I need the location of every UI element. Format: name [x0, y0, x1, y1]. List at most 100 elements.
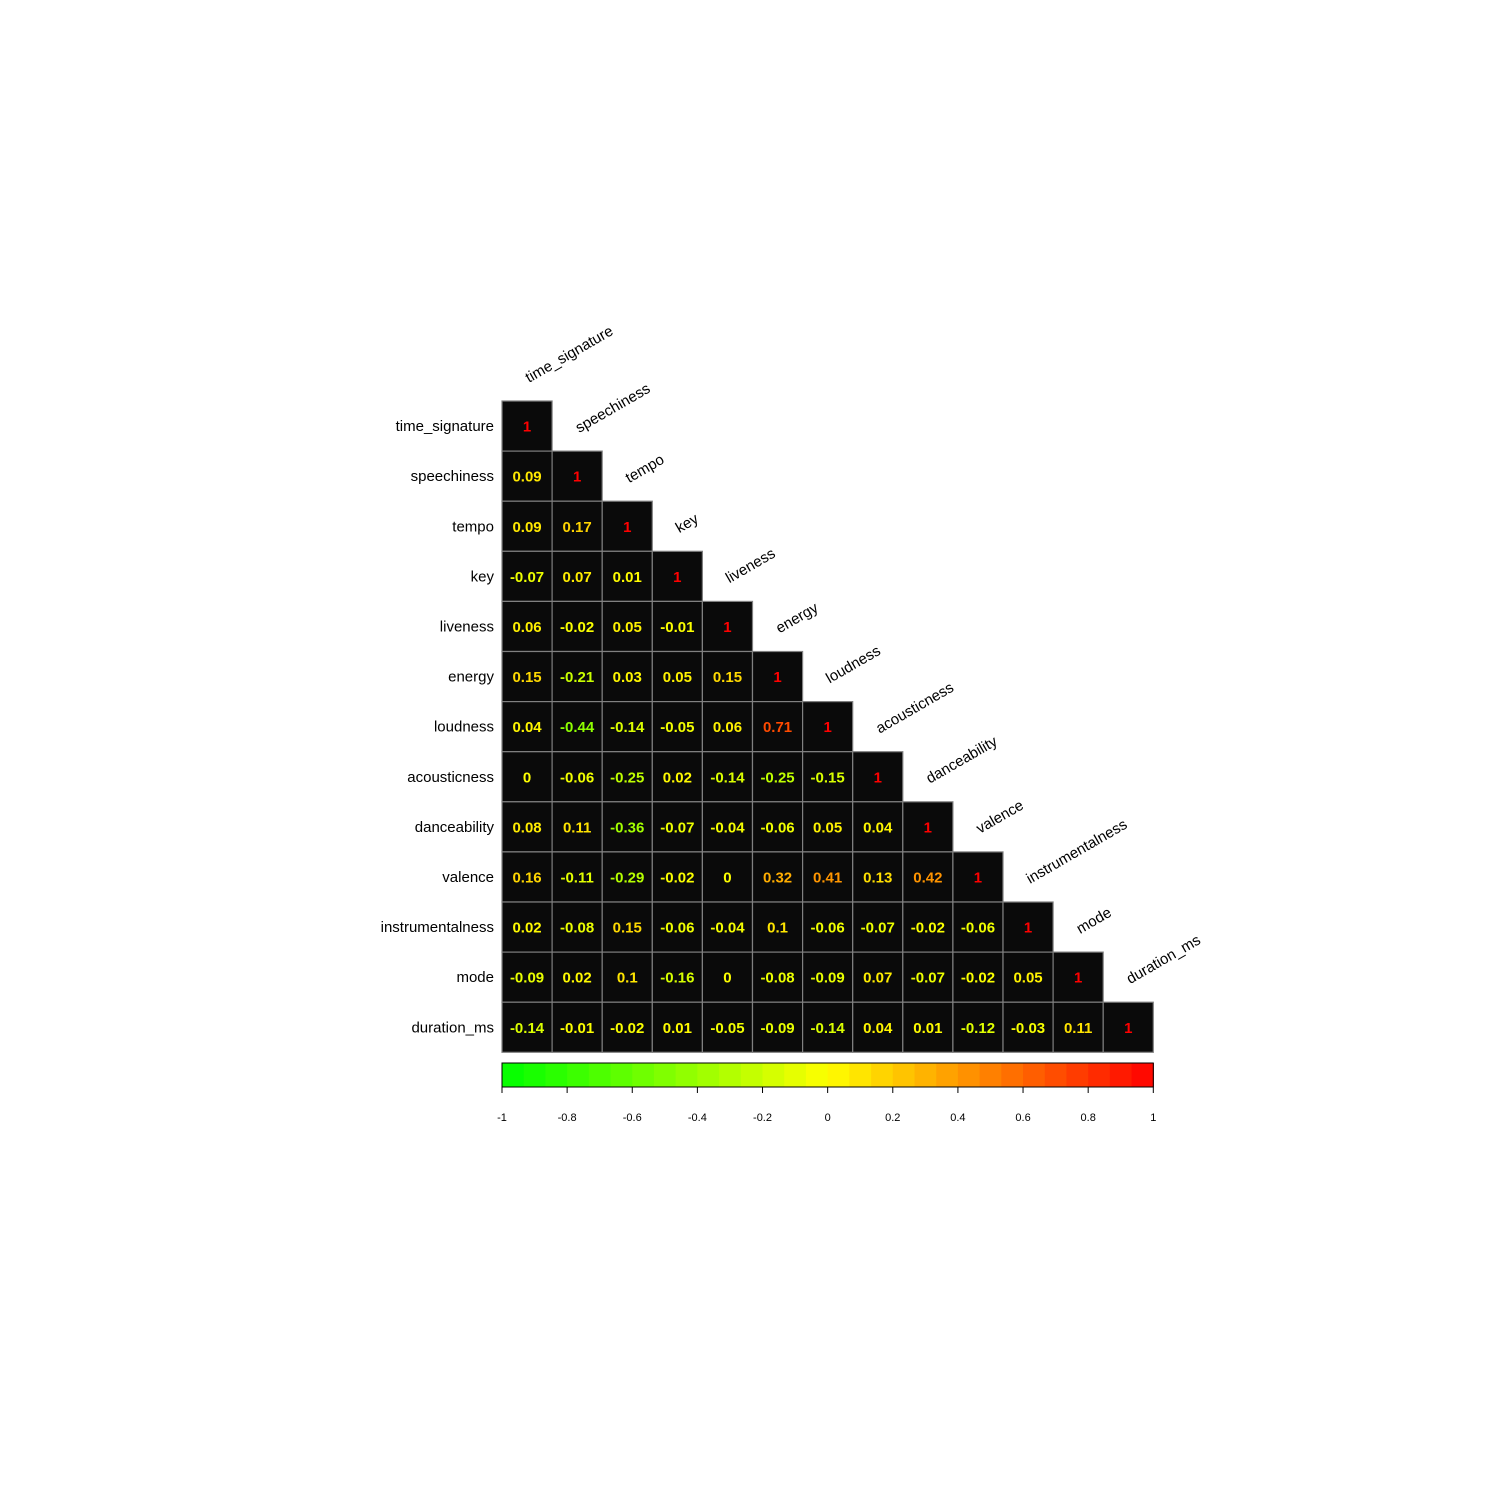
row-labels: time_signaturespeechinesstempokeylivenes…	[381, 418, 495, 1036]
row-label: mode	[456, 969, 494, 986]
matrix-cell: 0.09	[502, 501, 552, 551]
colorbar-tick-label: 1	[1150, 1112, 1156, 1124]
cell-value-label: 1	[773, 669, 781, 686]
matrix-cell: 1	[652, 551, 702, 601]
colorbar-tick-label: -0.2	[753, 1112, 772, 1124]
cell-value-label: -0.14	[610, 719, 645, 736]
colorbar-bin	[871, 1063, 893, 1087]
cell-value-label: 0.1	[617, 970, 638, 987]
cell-value-label: -0.03	[1011, 1020, 1045, 1037]
matrix-cell: -0.02	[903, 902, 953, 952]
matrix-cell: 0.06	[502, 601, 552, 651]
matrix-cell: 0.05	[803, 802, 853, 852]
cell-value-label: -0.44	[560, 719, 595, 736]
matrix-cell: -0.06	[652, 902, 702, 952]
cell-value-label: -0.29	[610, 869, 644, 886]
colorbar-bin	[719, 1063, 741, 1087]
row-label: instrumentalness	[381, 919, 494, 936]
cell-value-label: -0.02	[961, 970, 995, 987]
cell-value-label: 1	[924, 819, 932, 836]
cell-value-label: -0.14	[710, 769, 745, 786]
matrix-cell: 0.04	[853, 1002, 903, 1052]
matrix-cell: 0.02	[502, 902, 552, 952]
cell-value-label: 0.15	[613, 920, 642, 937]
cell-value-label: 0.03	[613, 669, 642, 686]
matrix-cell: -0.06	[953, 902, 1003, 952]
matrix-cell: 1	[552, 451, 602, 501]
colorbar-tick-label: -0.8	[558, 1112, 577, 1124]
cell-value-label: -0.06	[811, 920, 845, 937]
matrix-cell: 1	[953, 852, 1003, 902]
column-label: speechiness	[573, 380, 654, 436]
colorbar-bin	[849, 1063, 871, 1087]
matrix-cell: -0.06	[803, 902, 853, 952]
colorbar-bin	[936, 1063, 958, 1087]
matrix-cell: -0.15	[803, 752, 853, 802]
cell-value-label: -0.02	[660, 869, 694, 886]
cell-value-label: 0.13	[863, 869, 892, 886]
matrix-cell: -0.01	[652, 601, 702, 651]
row-label: loudness	[434, 719, 494, 736]
cell-value-label: 0.07	[863, 970, 892, 987]
cell-value-label: 0.05	[813, 819, 842, 836]
matrix-cell: -0.14	[803, 1002, 853, 1052]
matrix-cell: -0.02	[652, 852, 702, 902]
cell-value-label: 0.71	[763, 719, 792, 736]
colorbar-bin	[611, 1063, 633, 1087]
colorbar-bin	[1001, 1063, 1023, 1087]
cell-value-label: 0.15	[512, 669, 541, 686]
row-label: speechiness	[411, 468, 494, 485]
colorbar-bin	[784, 1063, 806, 1087]
matrix-cell: -0.29	[602, 852, 652, 902]
matrix-cell: -0.07	[903, 952, 953, 1002]
cell-value-label: -0.02	[560, 619, 594, 636]
cell-value-label: -0.06	[961, 920, 995, 937]
matrix-cell: 0.09	[502, 451, 552, 501]
matrix-cell: -0.08	[753, 952, 803, 1002]
cell-value-label: -0.01	[660, 619, 694, 636]
row-label: energy	[448, 669, 494, 686]
matrix-cell: -0.07	[652, 802, 702, 852]
matrix-cell: -0.07	[502, 551, 552, 601]
cell-value-label: 0.42	[913, 869, 942, 886]
colorbar-tick-label: -0.6	[623, 1112, 642, 1124]
cell-value-label: 1	[573, 469, 581, 486]
colorbar-tick-label: -0.4	[688, 1112, 707, 1124]
matrix-cell: 0	[502, 752, 552, 802]
column-label: acousticness	[873, 679, 957, 737]
matrix-cell: 0.02	[552, 952, 602, 1002]
matrix-cell: 0.32	[753, 852, 803, 902]
cell-value-label: 1	[874, 769, 882, 786]
cell-value-label: -0.07	[660, 819, 694, 836]
cell-value-label: -0.04	[710, 920, 745, 937]
column-label: energy	[773, 599, 822, 637]
matrix-cell: -0.06	[753, 802, 803, 852]
matrix-cell: -0.04	[702, 802, 752, 852]
matrix-cell: 0.05	[1003, 952, 1053, 1002]
cell-value-label: -0.21	[560, 669, 594, 686]
matrix-cell: 0.08	[502, 802, 552, 852]
colorbar-bin	[1023, 1063, 1045, 1087]
cell-value-label: 1	[1024, 920, 1032, 937]
cell-value-label: 0.16	[512, 869, 541, 886]
matrix-cell: -0.02	[953, 952, 1003, 1002]
column-label: liveness	[723, 545, 778, 587]
colorbar-tick-label: 0.6	[1015, 1112, 1030, 1124]
colorbar-tick-label: -1	[497, 1112, 507, 1124]
cell-value-label: 0	[523, 769, 531, 786]
cell-value-label: 0.08	[512, 819, 541, 836]
cell-value-label: 0.01	[913, 1020, 942, 1037]
cell-value-label: -0.25	[610, 769, 644, 786]
row-label: liveness	[440, 618, 494, 635]
matrix-cell: 0.15	[502, 652, 552, 702]
matrix-cell: 0.71	[753, 702, 803, 752]
cell-value-label: 1	[1124, 1020, 1132, 1037]
matrix-cell: 0.07	[853, 952, 903, 1002]
cell-value-label: -0.08	[760, 970, 794, 987]
matrix-cell: -0.01	[552, 1002, 602, 1052]
matrix-cell: -0.05	[702, 1002, 752, 1052]
cell-value-label: 0.01	[613, 569, 642, 586]
matrix-cell: 1	[853, 752, 903, 802]
row-label: tempo	[452, 518, 494, 535]
